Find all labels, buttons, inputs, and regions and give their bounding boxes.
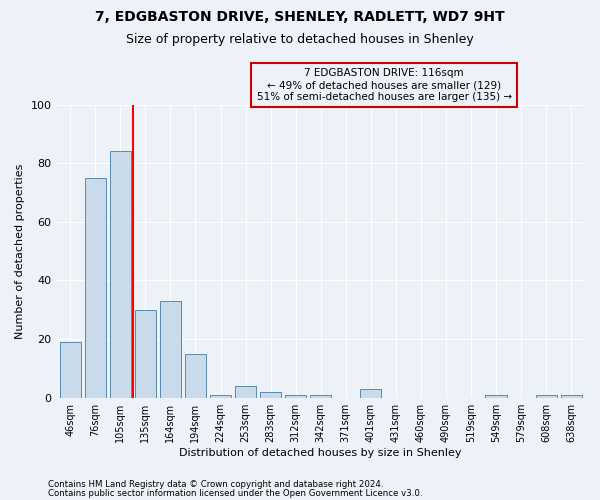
Bar (310, 395, 331, 398)
X-axis label: Distribution of detached houses by size in Shenley: Distribution of detached houses by size … (179, 448, 462, 458)
Bar (260, 392, 281, 398)
Text: Size of property relative to detached houses in Shenley: Size of property relative to detached ho… (126, 32, 474, 46)
Text: Contains public sector information licensed under the Open Government Licence v3: Contains public sector information licen… (48, 490, 422, 498)
Bar (160, 301, 181, 398)
Bar (560, 395, 582, 398)
Bar (59, 342, 81, 398)
Bar (285, 395, 307, 398)
Text: 7, EDGBASTON DRIVE, SHENLEY, RADLETT, WD7 9HT: 7, EDGBASTON DRIVE, SHENLEY, RADLETT, WD… (95, 10, 505, 24)
Bar (536, 395, 557, 398)
Bar (185, 354, 206, 398)
Bar (485, 395, 507, 398)
Bar (135, 310, 156, 398)
Bar (360, 389, 382, 398)
Bar (235, 386, 256, 398)
Text: Contains HM Land Registry data © Crown copyright and database right 2024.: Contains HM Land Registry data © Crown c… (48, 480, 383, 489)
Y-axis label: Number of detached properties: Number of detached properties (15, 164, 25, 339)
Bar (210, 395, 231, 398)
Text: 7 EDGBASTON DRIVE: 116sqm
← 49% of detached houses are smaller (129)
51% of semi: 7 EDGBASTON DRIVE: 116sqm ← 49% of detac… (257, 68, 512, 102)
Bar (110, 152, 131, 398)
Bar (85, 178, 106, 398)
